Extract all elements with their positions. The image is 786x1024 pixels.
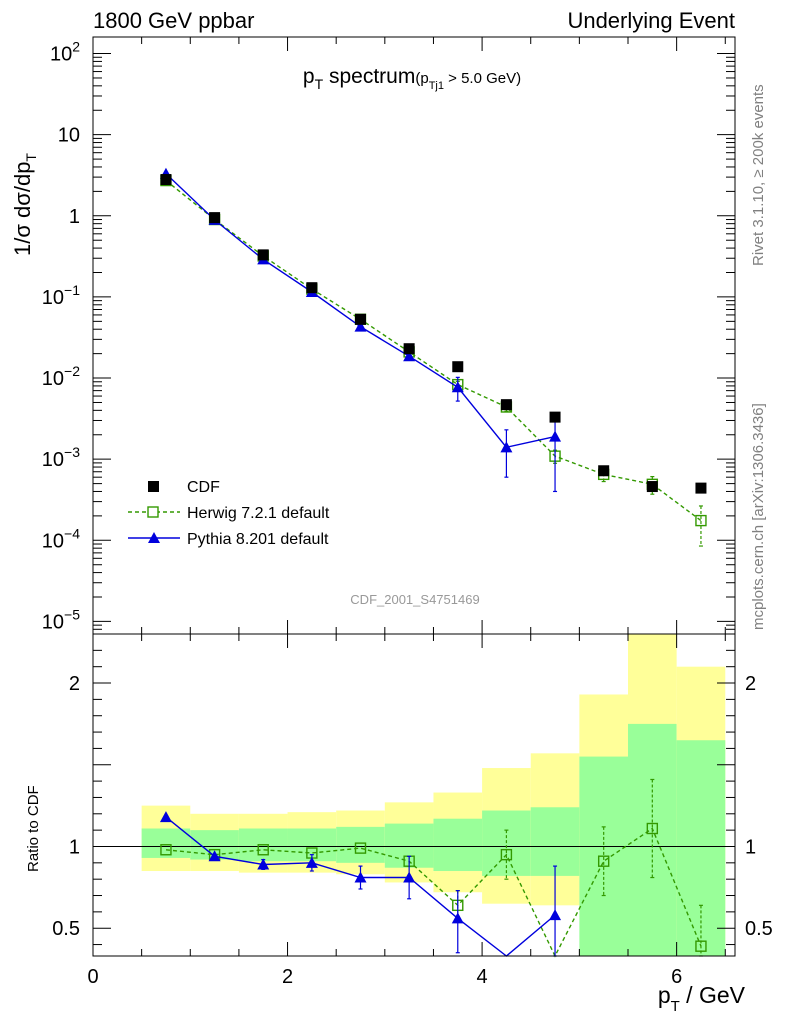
x-axis-label: pT / GeV xyxy=(658,982,746,1015)
header-right-label: Underlying Event xyxy=(567,8,735,33)
legend-marker-cdf xyxy=(148,481,159,492)
x-tick-label: 2 xyxy=(282,966,293,988)
ratio-y-tick-label-left: 1 xyxy=(69,836,80,858)
cdf-point xyxy=(598,465,610,477)
cdf-point xyxy=(403,343,415,355)
cdf-point xyxy=(355,313,366,325)
pythia-ratio-point xyxy=(354,871,367,883)
axes-layer xyxy=(92,37,735,956)
cdf-point xyxy=(500,399,512,411)
pythia-point xyxy=(500,441,513,453)
ratio-band-inner xyxy=(433,818,483,872)
pythia-ratio-point xyxy=(549,909,562,921)
pythia-point xyxy=(451,381,464,393)
herwig-ratio-point xyxy=(354,842,367,854)
cdf-point xyxy=(452,361,464,373)
main-y-tick-label: 102 xyxy=(50,39,80,66)
ratio-band-inner xyxy=(530,807,580,876)
ratio-y-tick-label-right: 2 xyxy=(745,673,756,695)
pythia-point xyxy=(549,430,562,442)
herwig-ratio-point xyxy=(597,855,610,867)
x-tick-label: 0 xyxy=(87,966,98,988)
herwig-ratio-point xyxy=(695,940,707,952)
x-tick-label: 6 xyxy=(671,966,682,988)
main-y-tick-label: 10 xyxy=(58,125,80,147)
x-tick-label: 4 xyxy=(477,966,488,988)
mcplots-label: mcplots.cern.ch [arXiv:1306.3436] xyxy=(750,403,767,630)
pythia-ratio-point xyxy=(451,912,464,924)
ratio-band-inner xyxy=(676,740,726,956)
header-left-label: 1800 GeV ppbar xyxy=(93,8,254,33)
ratio-band-inner xyxy=(141,828,191,858)
pythia-ratio-point xyxy=(305,856,318,868)
ratio-uncertainty-bands xyxy=(141,634,726,956)
main-y-axis-label: 1/σ dσ/dpT xyxy=(10,153,39,256)
herwig-ratio-point xyxy=(257,844,269,856)
tick-label-layer: 0 2 4 6 102 10 1 10−1 10−2 10−3 10−4 10−5 0.5 0.5 1 1 2 2 xyxy=(42,39,773,988)
herwig-ratio-line xyxy=(165,827,702,958)
legend-label-pythia: Pythia 8.201 default xyxy=(187,531,329,548)
ratio-plot-frame xyxy=(92,633,736,957)
ratio-y-tick-label-right: 0.5 xyxy=(745,918,773,940)
herwig-line xyxy=(165,180,702,522)
herwig-ratio-point xyxy=(160,844,172,856)
analysis-watermark: CDF_2001_S4751469 xyxy=(350,592,479,607)
legend-label-cdf: CDF xyxy=(187,479,220,496)
pythia-point xyxy=(354,320,367,332)
pythia-ratio-point xyxy=(257,858,270,870)
main-y-tick-label: 10−1 xyxy=(42,282,80,309)
cdf-point xyxy=(646,481,658,493)
main-y-tick-label: 10−3 xyxy=(42,444,80,471)
ratio-band-inner xyxy=(482,810,531,876)
pythia-ratio-point xyxy=(403,871,416,883)
ratio-y-tick-label-left: 0.5 xyxy=(52,918,80,940)
cdf-point xyxy=(549,411,561,423)
main-series-layer xyxy=(159,167,707,547)
cdf-point xyxy=(257,249,269,261)
herwig-ratio-point xyxy=(500,848,513,861)
legend-label-herwig: Herwig 7.2.1 default xyxy=(187,505,330,522)
cdf-point xyxy=(209,212,221,224)
main-y-tick-label: 10−5 xyxy=(42,606,80,633)
ratio-y-axis-label: Ratio to CDF xyxy=(25,785,42,872)
pythia-point xyxy=(403,350,416,362)
ratio-series-layer xyxy=(159,778,707,958)
herwig-point xyxy=(695,514,707,527)
pythia-line xyxy=(165,173,556,449)
legend-marker-herwig xyxy=(147,506,159,518)
herwig-ratio-point xyxy=(646,822,659,835)
plot-title: pT spectrum(pTj1 > 5.0 GeV) xyxy=(303,65,521,92)
main-y-tick-label: 1 xyxy=(69,206,80,228)
pythia-ratio-point xyxy=(159,811,172,823)
legend-marker-pythia xyxy=(148,532,160,543)
ratio-y-tick-label-right: 1 xyxy=(745,836,756,858)
cdf-point xyxy=(695,482,707,494)
cdf-point xyxy=(160,174,172,186)
rivet-version-label: Rivet 3.1.10, ≥ 200k events xyxy=(750,84,767,266)
ratio-y-tick-label-left: 2 xyxy=(69,673,80,695)
pythia-ratio-point xyxy=(208,850,221,862)
ratio-band-inner xyxy=(336,826,385,863)
cdf-point xyxy=(306,282,318,294)
main-y-tick-label: 10−4 xyxy=(42,525,80,552)
main-y-tick-label: 10−2 xyxy=(42,363,80,390)
legend: CDF Herwig 7.2.1 default Pythia 8.201 de… xyxy=(128,479,330,548)
